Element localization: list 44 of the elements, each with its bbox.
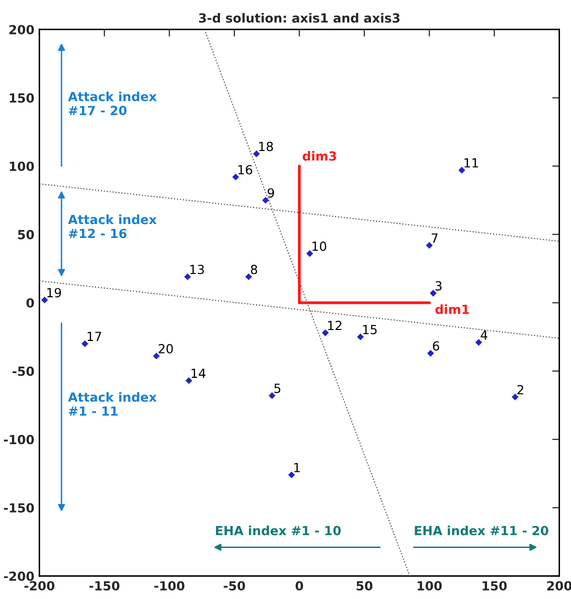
series-label: 3 [436, 281, 442, 291]
series-label: 8 [250, 264, 258, 274]
series-label: dim1 [435, 304, 469, 314]
series-label: 16 [238, 164, 252, 174]
y-tick-label: -150 [4, 503, 34, 513]
series-label: 11 [464, 158, 478, 168]
annotation: Attack index #12 - 16 [68, 214, 157, 238]
series-label: 17 [88, 332, 102, 341]
y-tick-label: -50 [12, 366, 34, 376]
series-label: 2 [517, 384, 524, 394]
series-label: 1 [294, 463, 300, 472]
series-label: 12 [328, 320, 342, 330]
annotation: EHA index #1 - 10 [216, 526, 341, 536]
y-tick-label: 50 [18, 230, 34, 240]
x-tick-label: -150 [89, 581, 120, 591]
series-label: 19 [47, 288, 62, 298]
y-tick-label: -200 [4, 571, 34, 581]
annotation: Attack index #1 - 11 [68, 392, 157, 416]
series-label: 20 [158, 344, 173, 354]
annotation: Attack index #17 - 20 [68, 92, 157, 116]
series-label: 4 [480, 330, 488, 340]
series-label: dim3 [302, 151, 336, 161]
x-tick-label: 100 [418, 581, 442, 591]
x-tick-label: 150 [482, 581, 507, 591]
x-tick-label: -100 [154, 581, 184, 591]
x-tick-label: 50 [356, 581, 372, 591]
series-label: 13 [190, 264, 204, 274]
x-tick-label: -50 [224, 581, 246, 591]
annotation: EHA index #11 - 20 [414, 526, 548, 536]
y-tick-label: 0 [26, 298, 34, 308]
x-tick-label: 0 [296, 581, 304, 591]
series-label: 6 [432, 341, 440, 351]
series-label: 10 [312, 241, 326, 251]
series-label: 7 [432, 233, 438, 243]
chart-title: 3-d solution: axis1 and axis3 [199, 13, 400, 23]
series-label: 14 [192, 368, 206, 378]
y-tick-label: 200 [9, 24, 34, 34]
y-tick-label: 150 [10, 93, 34, 103]
series-label: 9 [268, 188, 274, 198]
series-label: 15 [363, 325, 377, 334]
y-tick-label: 100 [10, 162, 34, 172]
series-label: 5 [274, 384, 280, 394]
y-tick-label: -100 [4, 434, 34, 444]
series-label: 18 [259, 142, 273, 152]
